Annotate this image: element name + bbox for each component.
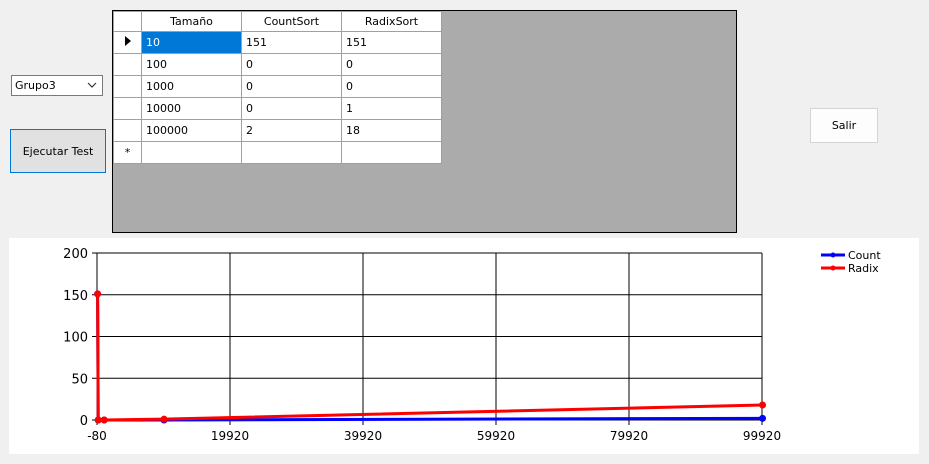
- table-row[interactable]: 100000 2 18: [113, 119, 442, 142]
- results-grid[interactable]: Tamaño CountSort RadixSort 10 151 151 10…: [112, 10, 737, 233]
- data-point-radix: [94, 416, 102, 424]
- table-cell[interactable]: 2: [241, 119, 342, 142]
- x-tick-label: 79920: [610, 429, 648, 443]
- table-cell[interactable]: 0: [341, 53, 442, 76]
- exit-button[interactable]: Salir: [810, 108, 878, 143]
- column-header-size[interactable]: Tamaño: [141, 11, 242, 32]
- grid-corner-cell: [113, 11, 142, 32]
- x-tick-label: 59920: [477, 429, 515, 443]
- table-cell[interactable]: [141, 141, 242, 164]
- series-line-radix: [96, 293, 763, 422]
- table-cell[interactable]: 1000: [141, 75, 242, 98]
- table-row[interactable]: 1000 0 0: [113, 75, 442, 98]
- series-line-count: [96, 293, 763, 422]
- table-row[interactable]: 10000 0 1: [113, 97, 442, 120]
- x-tick-label: 39920: [344, 429, 382, 443]
- table-cell[interactable]: 0: [241, 75, 342, 98]
- y-tick-label: 150: [63, 289, 88, 304]
- y-tick-label: 200: [63, 247, 88, 262]
- legend-label-count: Count: [848, 249, 881, 262]
- x-tick-label: 19920: [211, 429, 249, 443]
- new-row[interactable]: *: [113, 141, 442, 164]
- column-header-countsort[interactable]: CountSort: [241, 11, 342, 32]
- results-chart: -80 19920 39920 59920 79920 99920 0 50 100 150 200…: [9, 238, 919, 454]
- table-cell[interactable]: 10000: [141, 97, 242, 120]
- y-tick-label: 100: [63, 331, 88, 346]
- table-cell[interactable]: 100000: [141, 119, 242, 142]
- legend-label-radix: Radix: [848, 262, 879, 275]
- table-cell[interactable]: 10: [141, 31, 242, 54]
- column-header-radixsort[interactable]: RadixSort: [341, 11, 442, 32]
- row-header[interactable]: [113, 97, 142, 120]
- chevron-down-icon: [87, 82, 97, 88]
- chart-svg: -80 19920 39920 59920 79920 99920 0 50 100 150 200…: [63, 247, 881, 443]
- legend-marker-radix: [830, 265, 836, 271]
- table-cell[interactable]: 0: [341, 75, 442, 98]
- table-cell[interactable]: 151: [241, 31, 342, 54]
- table-row[interactable]: 100 0 0: [113, 53, 442, 76]
- row-header[interactable]: [113, 75, 142, 98]
- data-point-radix: [100, 416, 108, 424]
- table-cell[interactable]: [241, 141, 342, 164]
- legend-marker-count: [830, 252, 836, 258]
- table-cell[interactable]: 0: [241, 97, 342, 120]
- table-cell[interactable]: [341, 141, 442, 164]
- group-select[interactable]: Grupo3: [11, 75, 103, 96]
- run-test-button[interactable]: Ejecutar Test: [10, 129, 106, 173]
- row-header[interactable]: [113, 119, 142, 142]
- data-point-radix: [160, 415, 168, 423]
- table-cell[interactable]: 1: [341, 97, 442, 120]
- table-cell[interactable]: 18: [341, 119, 442, 142]
- row-header[interactable]: [113, 31, 142, 54]
- table-row[interactable]: 10 151 151: [113, 31, 442, 54]
- group-select-value: Grupo3: [15, 79, 56, 92]
- table-cell[interactable]: 100: [141, 53, 242, 76]
- x-tick-label: 99920: [743, 429, 781, 443]
- new-row-marker: *: [113, 141, 142, 164]
- table-cell[interactable]: 151: [341, 31, 442, 54]
- data-point-radix: [94, 290, 102, 298]
- data-point-count: [759, 414, 767, 422]
- current-row-arrow-icon: [124, 36, 131, 46]
- grid-header-row: Tamaño CountSort RadixSort: [113, 11, 442, 32]
- row-header[interactable]: [113, 53, 142, 76]
- y-tick-label: 50: [71, 372, 88, 387]
- y-tick-label: 0: [80, 414, 88, 429]
- table-cell[interactable]: 0: [241, 53, 342, 76]
- x-tick-label: -80: [87, 429, 107, 443]
- data-point-radix: [759, 401, 767, 409]
